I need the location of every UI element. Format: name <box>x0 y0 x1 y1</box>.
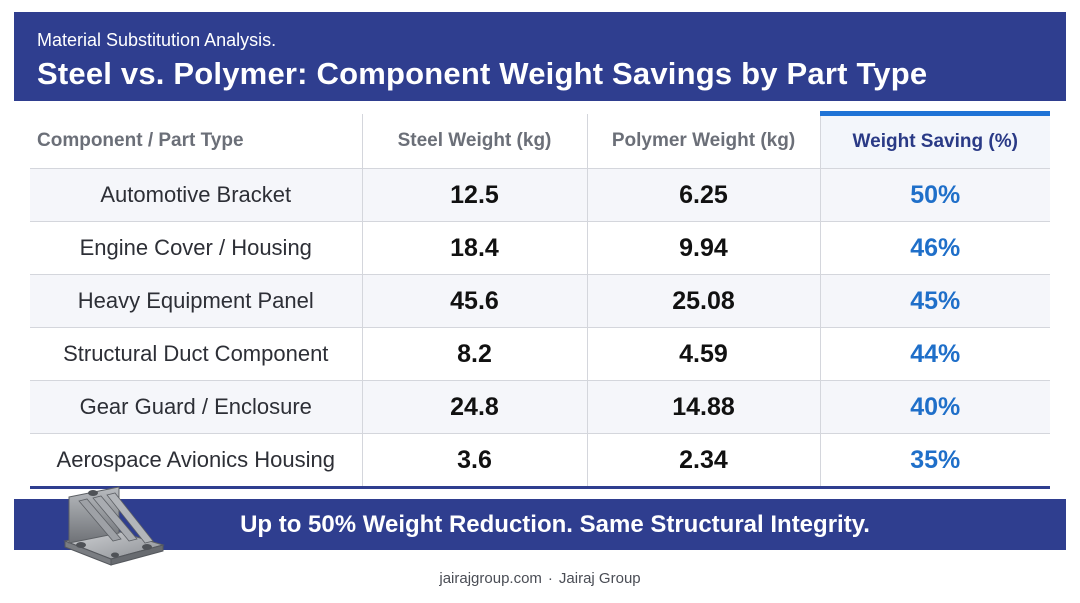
part-name-cell: Aerospace Avionics Housing <box>30 433 363 489</box>
polymer-bracket-part-icon <box>63 486 165 566</box>
part-name-cell: Heavy Equipment Panel <box>30 274 363 328</box>
weight-saving-cell: 40% <box>820 380 1050 434</box>
steel-weight-cell: 45.6 <box>362 274 588 328</box>
steel-weight-cell: 18.4 <box>362 221 588 275</box>
polymer-weight-cell: 14.88 <box>587 380 821 434</box>
steel-weight-cell: 3.6 <box>362 433 588 489</box>
table-row: Structural Duct Component 8.2 4.59 44% <box>30 327 1050 381</box>
part-name-cell: Automotive Bracket <box>30 168 363 222</box>
weight-comparison-table: Component / Part Type Steel Weight (kg) … <box>30 111 1050 489</box>
header-band: Material Substitution Analysis. Steel vs… <box>14 12 1066 101</box>
part-name-cell: Engine Cover / Housing <box>30 221 363 275</box>
weight-saving-cell: 35% <box>820 433 1050 489</box>
weight-saving-cell: 50% <box>820 168 1050 222</box>
weight-saving-cell: 45% <box>820 274 1050 328</box>
polymer-weight-cell: 25.08 <box>587 274 821 328</box>
steel-weight-cell: 24.8 <box>362 380 588 434</box>
column-header-saving: Weight Saving (%) <box>820 111 1050 169</box>
header-title: Steel vs. Polymer: Component Weight Savi… <box>37 56 928 91</box>
table-row: Heavy Equipment Panel 45.6 25.08 45% <box>30 274 1050 328</box>
polymer-weight-cell: 9.94 <box>587 221 821 275</box>
polymer-weight-cell: 4.59 <box>587 327 821 381</box>
summary-message: Up to 50% Weight Reduction. Same Structu… <box>240 511 870 538</box>
footer-company: Jairaj Group <box>558 570 641 587</box>
polymer-weight-cell: 2.34 <box>587 433 821 489</box>
table-row: Aerospace Avionics Housing 3.6 2.34 35% <box>30 433 1050 489</box>
summary-banner: Up to 50% Weight Reduction. Same Structu… <box>14 499 1066 550</box>
footer-site: jairajgroup.com <box>439 570 542 587</box>
header-subtitle: Material Substitution Analysis. <box>37 30 277 50</box>
table-row: Engine Cover / Housing 18.4 9.94 46% <box>30 221 1050 275</box>
part-name-cell: Structural Duct Component <box>30 327 363 381</box>
column-header-steel: Steel Weight (kg) <box>362 113 588 169</box>
column-header-part: Component / Part Type <box>30 113 363 169</box>
steel-weight-cell: 12.5 <box>362 168 588 222</box>
footer: jairajgroup.com · Jairaj Group <box>0 570 1080 587</box>
table-header-row: Component / Part Type Steel Weight (kg) … <box>30 111 1050 169</box>
column-header-polymer: Polymer Weight (kg) <box>587 113 821 169</box>
polymer-weight-cell: 6.25 <box>587 168 821 222</box>
steel-weight-cell: 8.2 <box>362 327 588 381</box>
weight-saving-cell: 44% <box>820 327 1050 381</box>
table-row: Gear Guard / Enclosure 24.8 14.88 40% <box>30 380 1050 434</box>
table-row: Automotive Bracket 12.5 6.25 50% <box>30 168 1050 222</box>
part-name-cell: Gear Guard / Enclosure <box>30 380 363 434</box>
footer-separator: · <box>547 570 553 587</box>
weight-saving-cell: 46% <box>820 221 1050 275</box>
